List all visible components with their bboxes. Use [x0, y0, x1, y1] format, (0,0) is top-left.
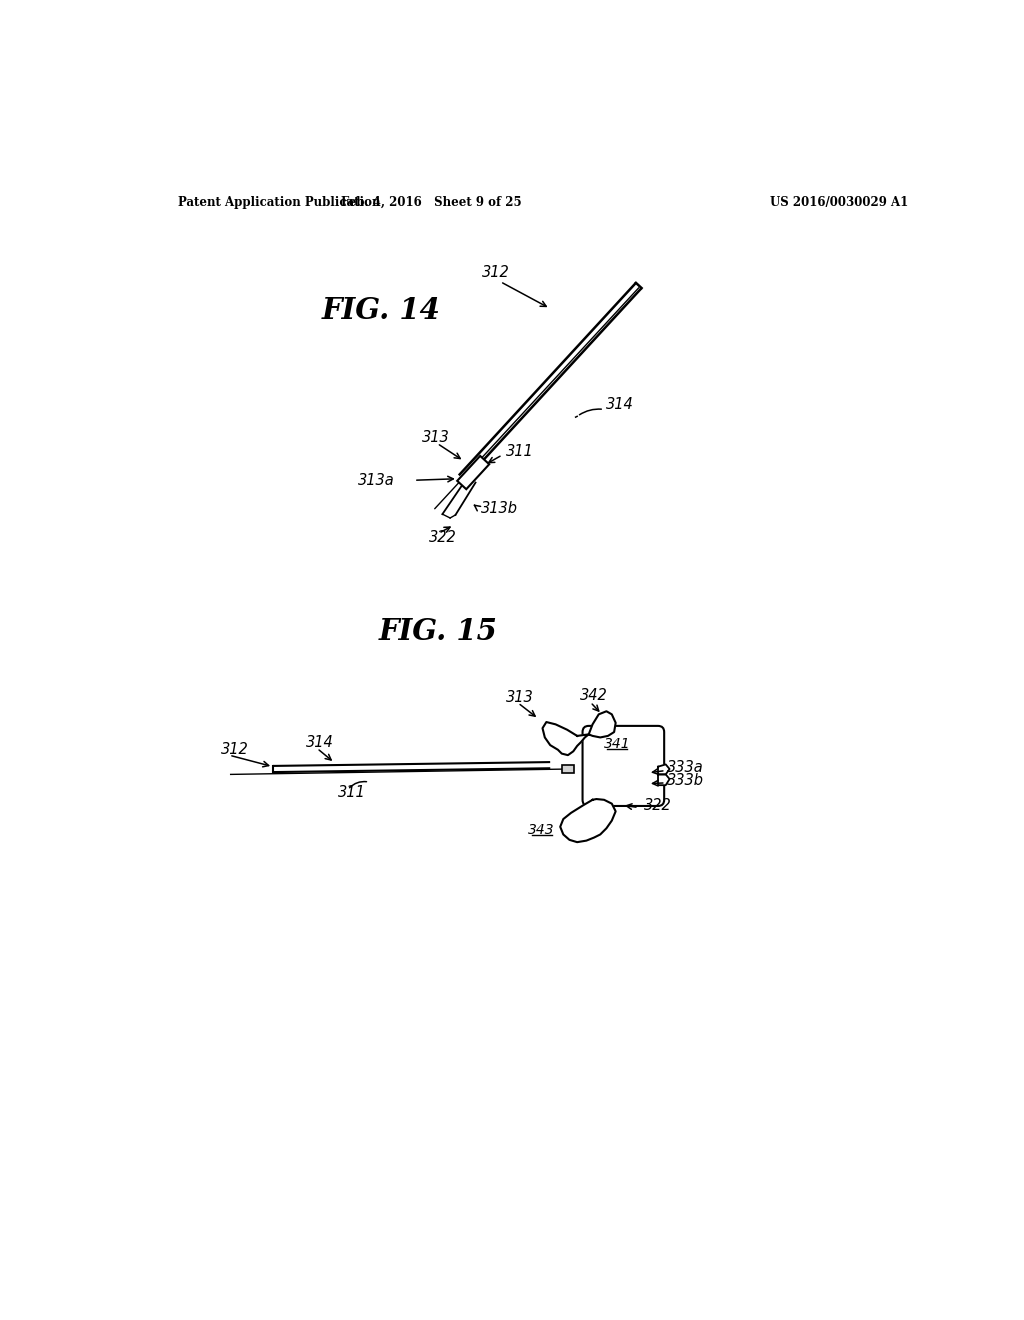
Text: 312: 312	[482, 265, 510, 280]
Polygon shape	[562, 766, 574, 774]
Polygon shape	[457, 455, 489, 490]
Text: 322: 322	[429, 529, 457, 545]
Text: 343: 343	[528, 822, 555, 837]
Text: 342: 342	[580, 688, 607, 704]
Text: 313a: 313a	[357, 473, 394, 488]
Text: 333a: 333a	[668, 760, 705, 775]
Text: FIG. 14: FIG. 14	[322, 297, 440, 325]
FancyBboxPatch shape	[583, 726, 665, 807]
Text: 313: 313	[506, 690, 534, 705]
Text: 311: 311	[506, 444, 535, 458]
Text: Patent Application Publication: Patent Application Publication	[178, 195, 381, 209]
Text: 341: 341	[604, 737, 631, 751]
Text: 314: 314	[306, 734, 334, 750]
Text: US 2016/0030029 A1: US 2016/0030029 A1	[770, 195, 908, 209]
Text: 311: 311	[339, 784, 367, 800]
Text: FIG. 15: FIG. 15	[379, 618, 498, 647]
Text: 333b: 333b	[668, 774, 705, 788]
Polygon shape	[658, 764, 670, 775]
Polygon shape	[589, 711, 615, 738]
Text: 314: 314	[606, 397, 634, 412]
Polygon shape	[560, 799, 615, 842]
Text: 322: 322	[644, 797, 672, 813]
Polygon shape	[543, 722, 589, 755]
Text: 313: 313	[422, 429, 450, 445]
Polygon shape	[658, 775, 670, 785]
Text: Feb. 4, 2016   Sheet 9 of 25: Feb. 4, 2016 Sheet 9 of 25	[341, 195, 521, 209]
Text: 313b: 313b	[481, 502, 518, 516]
Text: 312: 312	[221, 742, 249, 758]
